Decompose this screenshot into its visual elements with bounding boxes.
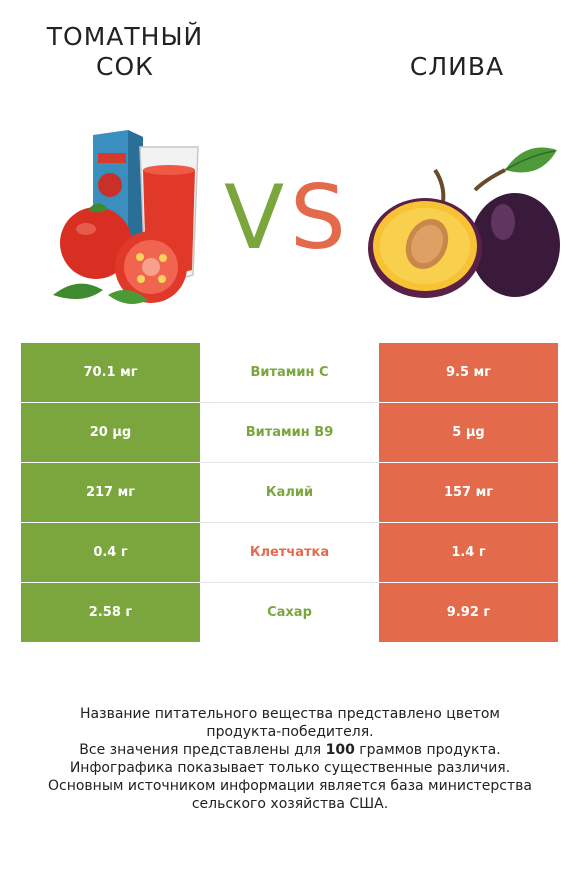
footnote-bold: 100 (325, 742, 355, 758)
vs-letter-s: S (290, 168, 346, 258)
footnote-line: Все значения представлены для 100 граммо… (20, 741, 560, 759)
nutrient-name: Витамин B9 (200, 402, 379, 463)
right-value: 5 µg (379, 402, 558, 463)
right-value: 157 мг (379, 462, 558, 523)
vs-letter-v: V (224, 168, 284, 258)
right-value: 9.5 мг (379, 343, 558, 403)
footnote-line: Инфографика показывает только существенн… (69, 760, 511, 776)
table-row: 0.4 г Клетчатка 1.4 г (21, 522, 558, 583)
table-row: 70.1 мг Витамин C 9.5 мг (21, 343, 558, 403)
nutrient-name: Клетчатка (200, 522, 379, 583)
table-row: 20 µg Витамин B9 5 µg (21, 402, 558, 463)
footnote-text: граммов продукта. (354, 742, 501, 758)
left-value: 217 мг (21, 462, 200, 523)
left-value: 70.1 мг (21, 343, 200, 403)
footnote-line: сельского хозяйства США. (191, 796, 389, 812)
footnote-line: Основным источником информации является … (48, 778, 532, 794)
table-row: 2.58 г Сахар 9.92 г (21, 582, 558, 642)
footnote: Название питательного вещества представл… (20, 705, 560, 813)
right-product-title: СЛИВА (409, 52, 505, 81)
left-value: 2.58 г (21, 582, 200, 642)
nutrient-name: Витамин C (200, 343, 379, 403)
tomato-juice-illustration (53, 130, 199, 304)
right-value: 1.4 г (379, 522, 558, 583)
vs-label: V S (224, 168, 346, 258)
left-title-line2: СОК (96, 52, 154, 81)
footnote-text: Все значения представлены для (79, 742, 326, 758)
table-row: 217 мг Калий 157 мг (21, 462, 558, 523)
nutrient-name: Калий (200, 462, 379, 523)
plum-illustration (368, 147, 560, 298)
right-value: 9.92 г (379, 582, 558, 642)
left-value: 20 µg (21, 402, 200, 463)
comparison-table: 70.1 мг Витамин C 9.5 мг 20 µg Витамин B… (21, 343, 558, 642)
left-product-title: ТОМАТНЫЙ СОК (30, 22, 220, 82)
nutrient-name: Сахар (200, 582, 379, 642)
left-value: 0.4 г (21, 522, 200, 583)
left-title-line1: ТОМАТНЫЙ (46, 22, 204, 51)
footnote-line: продукта-победителя. (206, 724, 374, 740)
footnote-line: Название питательного вещества представл… (80, 706, 500, 722)
